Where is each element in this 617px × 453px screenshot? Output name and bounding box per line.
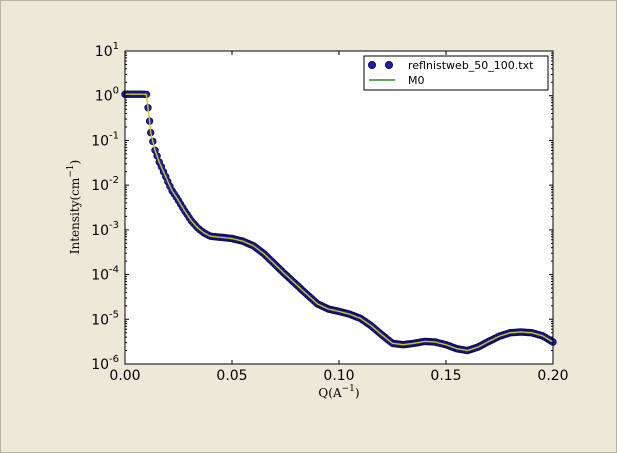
y-tick-label: 10-2 — [91, 175, 119, 194]
x-tick-label: 0.10 — [323, 368, 354, 384]
x-tick-label: 0.00 — [109, 368, 140, 384]
fit-layer — [125, 93, 554, 352]
ticks-layer: 0.00 0.05 0.10 0.15 0.20 101 100 10-1 10-2 10-3 10… — [91, 41, 568, 384]
axes-background — [125, 51, 553, 364]
x-axis-label: Q(A−1) — [318, 384, 359, 400]
legend-marker-1 — [368, 61, 376, 69]
y-axis-label: Intensity(cm−1) — [66, 160, 82, 254]
y-tick-label: 10-3 — [91, 220, 119, 239]
y-tick-label: 101 — [95, 41, 119, 60]
legend-marker-2 — [385, 61, 393, 69]
x-tick-label: 0.20 — [537, 368, 568, 384]
y-tick-label: 10-1 — [91, 130, 119, 149]
legend: reflnistweb_50_100.txt M0 — [363, 55, 549, 91]
y-tick-label: 10-5 — [91, 309, 119, 328]
legend-entry-data: reflnistweb_50_100.txt — [408, 59, 534, 72]
y-tick-label: 10-4 — [91, 265, 119, 284]
y-tick-label: 10-6 — [91, 354, 119, 373]
fit-line-m0 — [125, 93, 554, 352]
x-tick-label: 0.15 — [430, 368, 461, 384]
x-tick-label: 0.05 — [216, 368, 247, 384]
legend-entry-m0: M0 — [408, 74, 425, 87]
y-tick-label: 100 — [95, 86, 119, 105]
legend-box — [363, 55, 549, 91]
